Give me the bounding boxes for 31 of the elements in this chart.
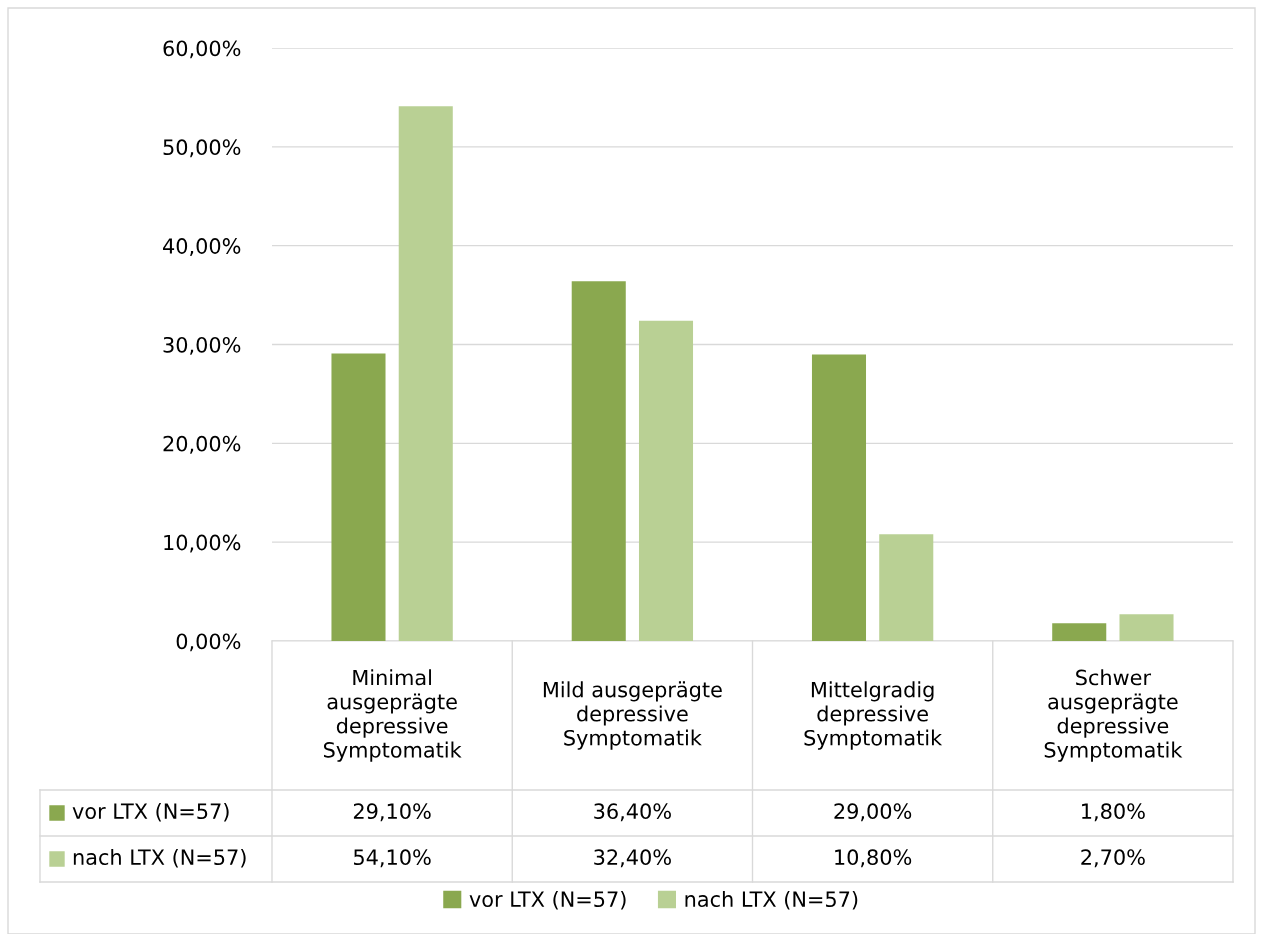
data-label: 2,70% <box>1081 849 1145 868</box>
x-tick-label: Mild ausgeprägte depressive Symptomatik <box>543 681 722 750</box>
y-tick-label: 60,00% <box>163 40 241 59</box>
y-tick-label: 50,00% <box>163 139 241 158</box>
data-label: 29,10% <box>353 803 431 822</box>
data-label: 36,40% <box>594 803 671 822</box>
data-label: 29,00% <box>834 803 912 822</box>
bar <box>398 106 453 641</box>
data-label: 54,10% <box>354 849 431 868</box>
y-tick-label: 40,00% <box>163 238 241 256</box>
bar <box>1052 623 1107 641</box>
text: vor LTX (N=57) <box>469 890 626 910</box>
y-tick-label: 30,00% <box>163 336 241 355</box>
data-label: 32,40% <box>594 849 671 868</box>
bar <box>331 353 386 641</box>
legend-label: nach LTX (N=57) <box>685 890 858 910</box>
x-tick-label: Schwer ausgeprägte depressive Symptomatik <box>1044 669 1183 762</box>
x-tick-label: Mittelgradig depressive Symptomatik <box>804 681 943 750</box>
data-label: 1,80% <box>1082 803 1145 822</box>
y-tick-label: 0,00% <box>176 633 241 652</box>
bar <box>879 534 934 641</box>
legend-label: vor LTX (N=57) <box>72 802 229 822</box>
bar <box>638 320 694 641</box>
y-tick-label: 10,00% <box>164 534 241 553</box>
bar <box>1119 614 1174 641</box>
text: nach LTX (N=57) <box>73 848 246 868</box>
y-tick-label: 20,00% <box>163 435 241 454</box>
x-tick-label: Minimal ausgeprägte depressive Symptomatik <box>323 669 462 762</box>
bar <box>571 281 626 641</box>
bar <box>811 354 867 641</box>
data-label: 10,80% <box>835 849 912 868</box>
